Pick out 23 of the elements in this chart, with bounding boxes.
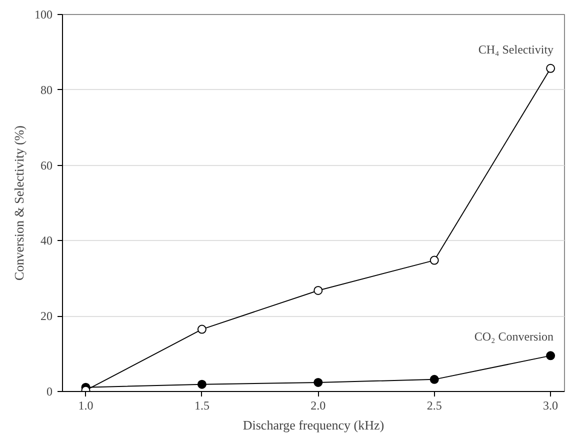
y-tick-label: 100: [34, 8, 52, 22]
point: [430, 374, 439, 384]
y-tick-label: 60: [40, 158, 52, 172]
x-tick-label: 1.0: [78, 398, 94, 412]
series-label: CH₄ Selectivity: [478, 42, 554, 56]
series-label: CO₂ Conversion: [474, 330, 554, 344]
x-tick-label: 2.0: [310, 398, 326, 412]
point: [197, 380, 206, 389]
point: [314, 286, 323, 295]
y-tick-label: 80: [40, 82, 52, 97]
x-tick-label: 1.5: [194, 398, 210, 412]
point: [314, 378, 323, 387]
y-tick-label: 0: [46, 384, 52, 398]
y-tick-label: 40: [40, 234, 52, 248]
point: [546, 351, 556, 360]
x-axis-title: Discharge frequency (kHz): [242, 418, 384, 432]
y-tick-label: 20: [40, 309, 52, 324]
point: [430, 256, 439, 265]
x-tick-label: 3.0: [543, 398, 558, 412]
point: [546, 64, 556, 73]
x-tick-label: 2.5: [426, 398, 442, 412]
point: [197, 324, 206, 334]
y-axis-title: Conversion & Selectivity (%): [12, 126, 26, 280]
